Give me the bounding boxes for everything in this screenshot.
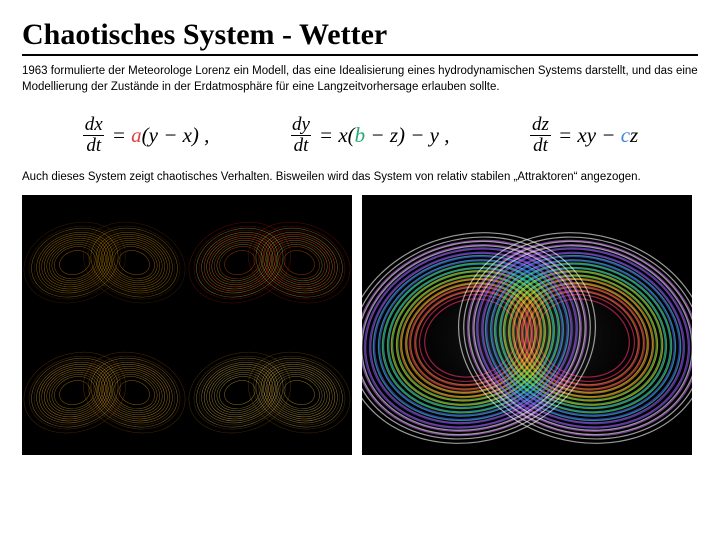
equation-dx: dxdt = a(y − x) , xyxy=(82,115,210,156)
figure-row xyxy=(22,195,698,455)
lorenz-cell xyxy=(187,325,352,455)
intro-paragraph: 1963 formulierte der Meteorologe Lorenz … xyxy=(22,64,698,95)
lorenz-cell xyxy=(22,325,187,455)
outro-paragraph: Auch dieses System zeigt chaotisches Ver… xyxy=(22,170,698,186)
lorenz-grid-image xyxy=(22,195,352,455)
lorenz-cell xyxy=(22,195,187,325)
page-title: Chaotisches System - Wetter xyxy=(22,18,698,56)
equation-dy: dydt = x(b − z) − y , xyxy=(289,115,450,156)
lorenz-cell xyxy=(187,195,352,325)
equation-dz: dzdt = xy − cz xyxy=(529,115,638,156)
lorenz-rainbow-image xyxy=(362,195,692,455)
lorenz-equations: dxdt = a(y − x) , dydt = x(b − z) − y , … xyxy=(22,105,698,170)
